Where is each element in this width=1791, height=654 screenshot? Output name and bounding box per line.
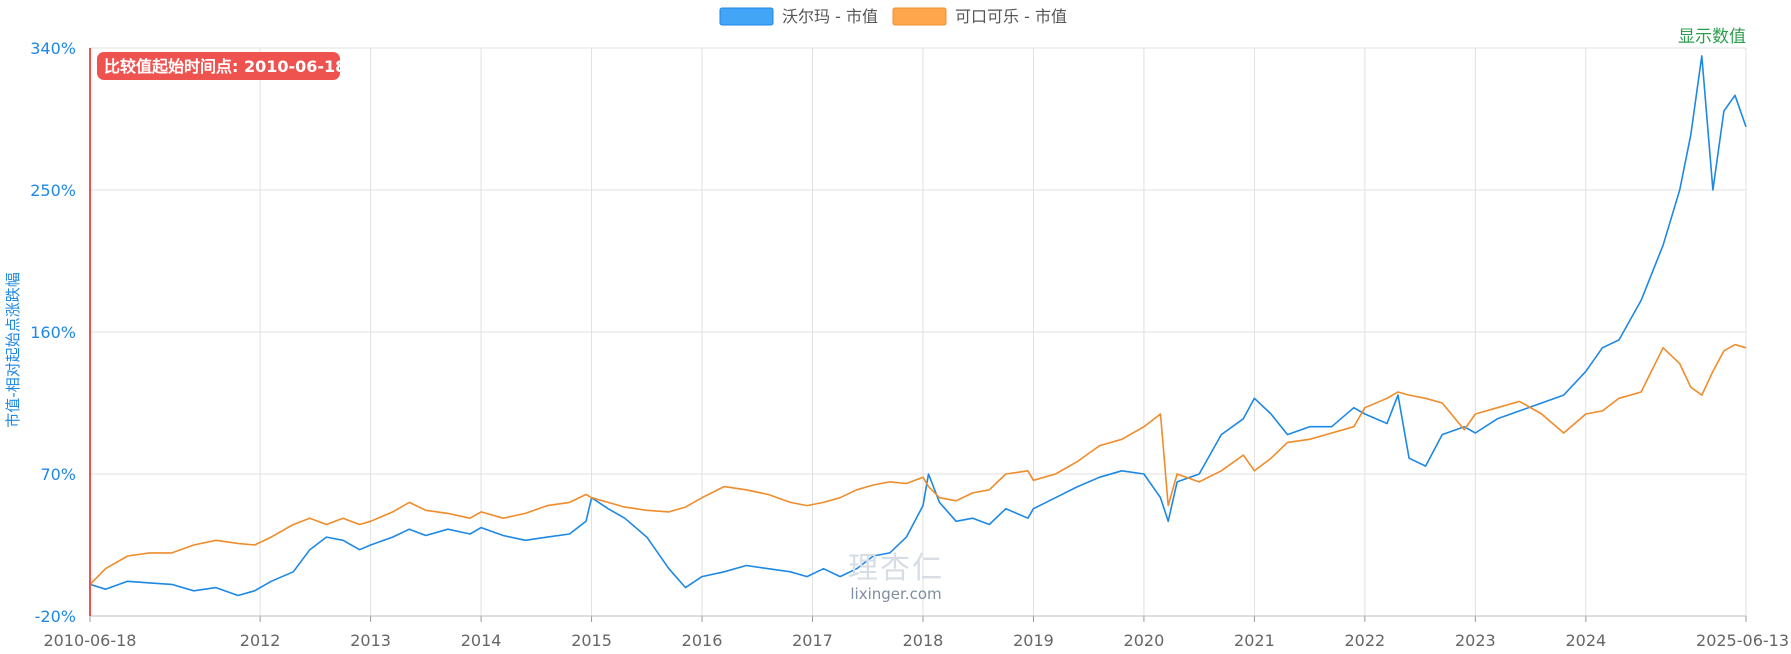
watermark-logo: 理杏仁 bbox=[848, 551, 944, 586]
watermark-url: lixinger.com bbox=[850, 585, 941, 603]
y-tick-label: 160% bbox=[30, 323, 76, 342]
legend-swatch-cocacola bbox=[892, 7, 947, 26]
legend-label-walmart: 沃尔玛 - 市值 bbox=[782, 7, 878, 26]
legend-item-walmart[interactable]: 沃尔玛 - 市值 bbox=[719, 7, 878, 26]
x-tick-label: 2015 bbox=[571, 631, 612, 650]
y-tick-label: 70% bbox=[40, 465, 76, 484]
x-tick-label: 2019 bbox=[1013, 631, 1054, 650]
start-marker-label: 比较值起始时间点: 2010-06-18 bbox=[104, 57, 346, 76]
legend-label-cocacola: 可口可乐 - 市值 bbox=[955, 7, 1067, 26]
watermark: 理杏仁 lixinger.com bbox=[848, 551, 944, 603]
x-tick-label: 2013 bbox=[350, 631, 391, 650]
start-marker-badge bbox=[97, 52, 340, 80]
x-tick-label: 2012 bbox=[240, 631, 281, 650]
grid bbox=[89, 47, 1747, 622]
x-tick-label: 2025-06-13 bbox=[1696, 631, 1789, 650]
series-line-walmart bbox=[89, 55, 1747, 597]
x-tick-label: 2020 bbox=[1124, 631, 1165, 650]
x-tick-label: 2022 bbox=[1345, 631, 1386, 650]
x-tick-label: 2023 bbox=[1455, 631, 1496, 650]
y-axis-ticks: -20% 70% 160% 250% 340% bbox=[30, 39, 76, 626]
legend: 沃尔玛 - 市值 可口可乐 - 市值 bbox=[719, 7, 1067, 26]
series-lines bbox=[89, 55, 1747, 597]
y-axis-label: 市值-相对起始点涨跌幅 bbox=[4, 272, 22, 427]
x-axis-ticks: 2010-06-18 2012 2013 2014 2015 2016 2017 2018 20… bbox=[44, 631, 1789, 650]
legend-item-cocacola[interactable]: 可口可乐 - 市值 bbox=[892, 7, 1067, 26]
x-tick-label: 2018 bbox=[903, 631, 944, 650]
x-tick-label: 2021 bbox=[1234, 631, 1275, 650]
y-tick-label: -20% bbox=[35, 607, 76, 626]
x-tick-label: 2017 bbox=[792, 631, 833, 650]
show-values-toggle[interactable]: 显示数值 bbox=[1678, 27, 1746, 47]
y-tick-label: 340% bbox=[30, 39, 76, 58]
x-tick-label: 2010-06-18 bbox=[44, 631, 137, 650]
series-line-cocacola bbox=[89, 343, 1747, 585]
y-tick-label: 250% bbox=[30, 181, 76, 200]
x-tick-label: 2016 bbox=[682, 631, 723, 650]
x-tick-label: 2024 bbox=[1565, 631, 1606, 650]
legend-swatch-walmart bbox=[719, 7, 774, 26]
x-tick-label: 2014 bbox=[461, 631, 502, 650]
